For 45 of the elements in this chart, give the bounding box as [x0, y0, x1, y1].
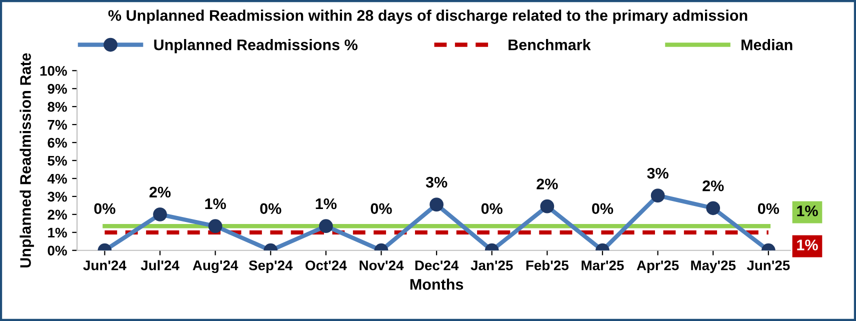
x-tick-label: May'25: [691, 260, 736, 274]
data-label: 0%: [94, 203, 116, 214]
x-tick-label: Jul'24: [140, 260, 180, 270]
x-tick-label: Sep'24: [248, 260, 293, 274]
data-label: 3%: [426, 176, 448, 188]
y-tick-label: 0%: [48, 246, 67, 256]
data-label: 1%: [316, 198, 337, 210]
legend-label: Benchmark: [508, 39, 591, 50]
data-label: 0%: [260, 203, 282, 214]
data-label: 1%: [797, 206, 818, 216]
y-tick-label: 1%: [48, 228, 67, 238]
x-tick-label: Mar'25: [582, 260, 624, 270]
legend-label: Unplanned Readmissions %: [154, 39, 358, 54]
y-tick-label: 6%: [48, 138, 67, 148]
y-axis-title: Unplanned Readmission Rate: [20, 53, 34, 268]
y-tick-label: 5%: [48, 156, 67, 166]
x-axis-title: Months: [410, 278, 464, 290]
x-tick-label: Jan'25: [470, 260, 513, 270]
y-tick-label: 9%: [48, 84, 67, 94]
data-label: 0%: [592, 203, 614, 214]
x-tick-label: Feb'25: [526, 260, 569, 270]
data-label: 2%: [536, 178, 558, 190]
data-label: 2%: [149, 186, 171, 198]
data-label: 1%: [205, 198, 226, 210]
y-tick-label: 7%: [48, 120, 67, 130]
data-label: 2%: [702, 180, 724, 192]
data-label: 0%: [481, 203, 503, 214]
y-tick-label: 8%: [48, 102, 67, 112]
y-tick-label: 4%: [47, 174, 67, 184]
x-tick-label: Oct'24: [306, 260, 347, 270]
x-tick-label: Apr'25: [636, 260, 679, 274]
data-label: 3%: [647, 168, 668, 179]
x-tick-label: Jun'25: [746, 260, 790, 270]
y-tick-label: 10%: [40, 66, 67, 76]
x-tick-label: Aug'24: [192, 260, 238, 274]
data-label: 0%: [370, 203, 392, 214]
data-label: 0%: [758, 203, 780, 214]
y-tick-label: 3%: [48, 192, 67, 202]
chart-title: % Unplanned Readmission within 28 days of discharge related to the primary admission: [108, 10, 748, 24]
y-tick-label: 2%: [48, 210, 67, 220]
x-tick-label: Nov'24: [360, 260, 404, 270]
x-tick-label: Jun'24: [83, 260, 126, 270]
x-tick-label: Dec'24: [415, 260, 459, 270]
data-label: 1%: [797, 240, 818, 250]
legend-label: Median: [742, 39, 792, 50]
